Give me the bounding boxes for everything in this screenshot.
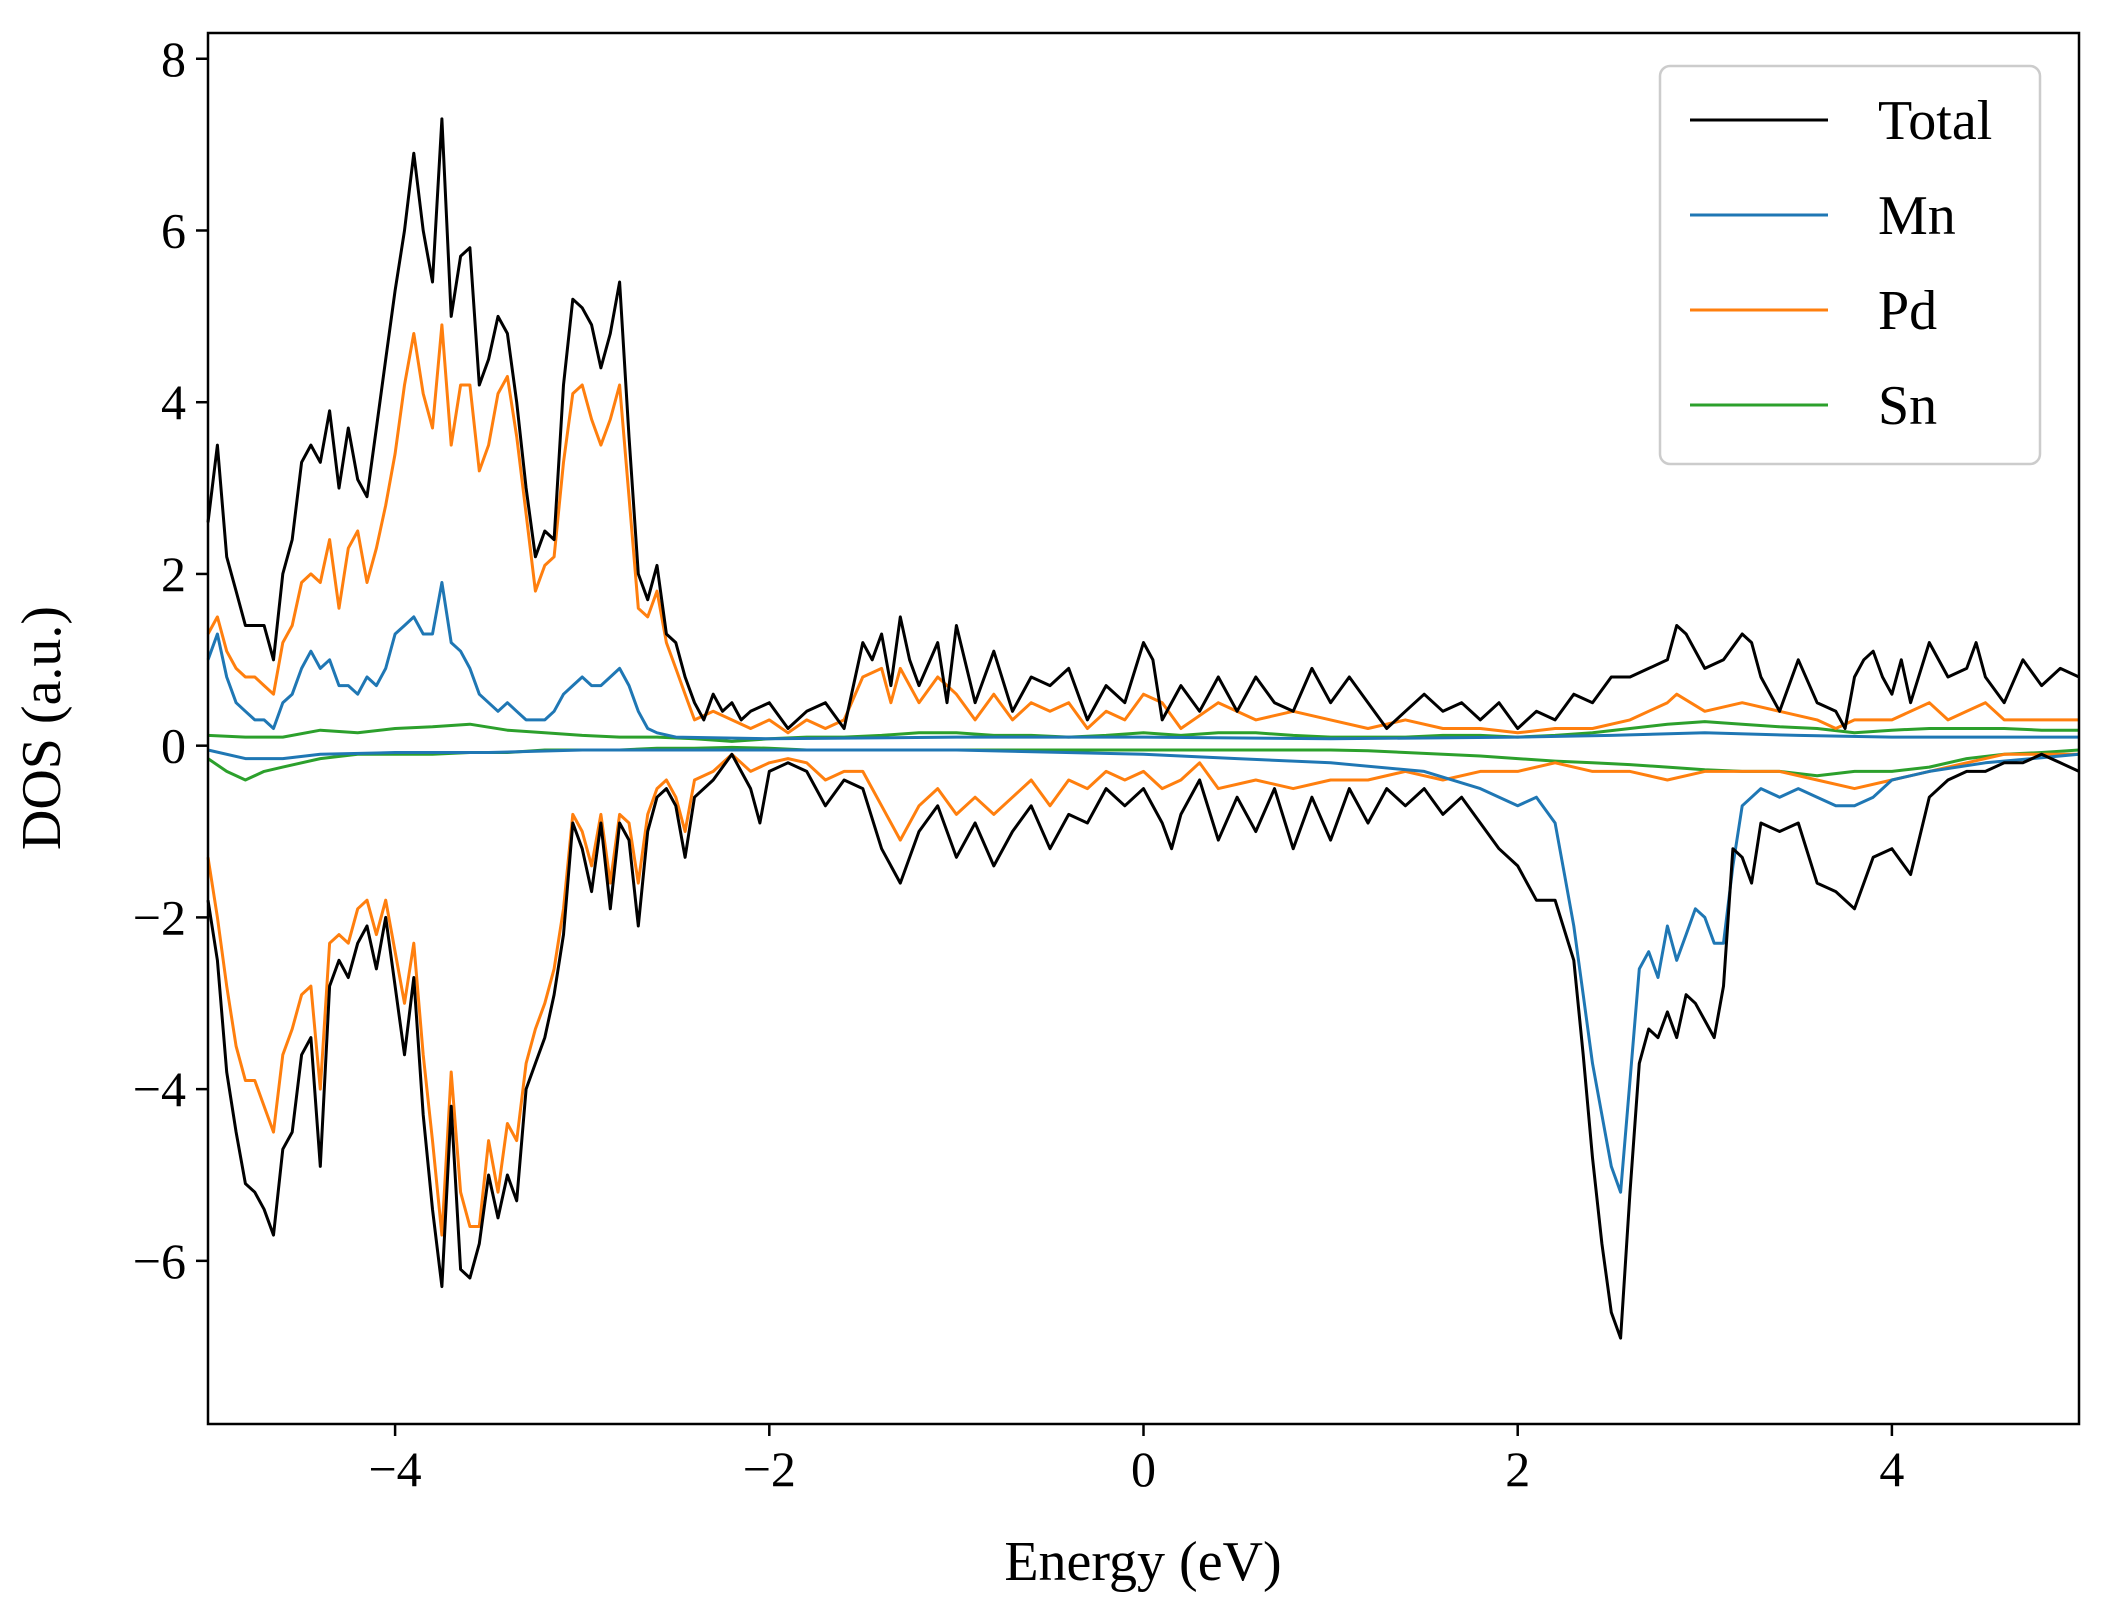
x-tick-label: 0 — [1131, 1441, 1156, 1497]
legend-box — [1658, 64, 2042, 466]
y-axis-label: DOS (a.u.) — [11, 606, 73, 850]
x-tick-label: 2 — [1505, 1441, 1530, 1497]
legend: Total Mn Pd Sn — [1658, 64, 2042, 466]
legend-label-mn: Mn — [1878, 185, 1956, 247]
y-tick-label: −6 — [133, 1233, 186, 1289]
x-tick-label: 4 — [1879, 1441, 1904, 1497]
series-line-mn-down — [207, 748, 2080, 1194]
y-tick-label: −4 — [133, 1061, 186, 1117]
series-line-pd-up — [206, 323, 2079, 735]
legend-label-sn: Sn — [1878, 375, 1937, 437]
x-axis-label: Energy (eV) — [1004, 1531, 1281, 1593]
legend-label-pd: Pd — [1878, 280, 1937, 342]
series-line-pd-down — [206, 752, 2079, 1237]
series-line-sn-up — [207, 720, 2079, 743]
y-tick-label: 8 — [161, 31, 186, 87]
y-tick-label: 2 — [161, 546, 186, 602]
series-line-total-up — [206, 117, 2080, 730]
legend-label-total: Total — [1878, 90, 1992, 152]
series-line-mn-up — [206, 581, 2079, 741]
series-line-total-down — [206, 752, 2080, 1340]
y-axis: −6 −4 −2 0 2 4 6 8 — [133, 31, 208, 1289]
y-tick-label: 6 — [161, 202, 186, 258]
x-tick-label: −2 — [743, 1441, 796, 1497]
series-layer — [206, 117, 2080, 1340]
y-tick-label: −2 — [133, 889, 186, 945]
y-tick-label: 4 — [161, 374, 186, 430]
y-tick-label: 0 — [161, 718, 186, 774]
x-axis: −4 −2 0 2 4 — [368, 1424, 1904, 1497]
x-tick-label: −4 — [368, 1441, 421, 1497]
